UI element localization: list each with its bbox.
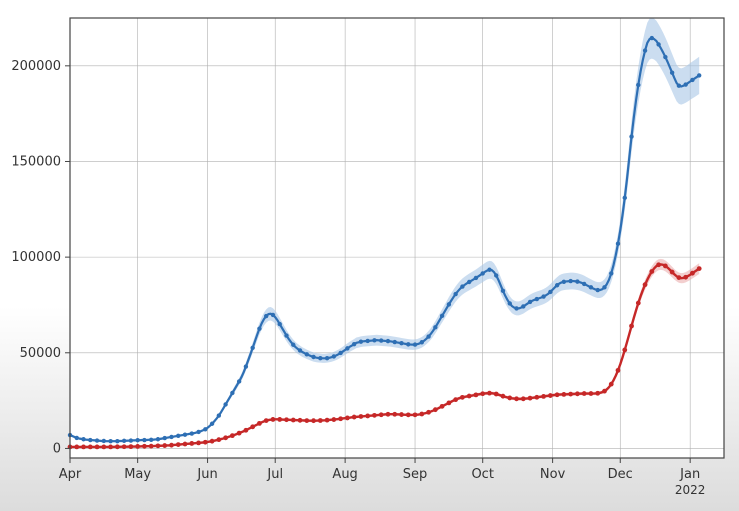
x-tick-label: Oct	[471, 467, 493, 482]
x-tick-label: Jul	[266, 467, 283, 482]
y-tick-label: 50000	[20, 346, 61, 361]
y-tick-label: 100000	[11, 250, 61, 265]
x-tick-label: Jun	[196, 467, 217, 482]
line-chart: 0 50000 100000 150000 200000 Apr May Jun Jul Aug S…	[0, 0, 739, 511]
x-tick-label: Dec	[608, 467, 633, 482]
x-year-label: 2022	[675, 483, 706, 497]
x-tick-label: Aug	[332, 467, 357, 482]
x-tick-label: Apr	[59, 467, 82, 482]
y-tick-label: 150000	[11, 154, 61, 169]
chart-container: 0 50000 100000 150000 200000 Apr May Jun Jul Aug S…	[0, 0, 739, 511]
x-tick-label: Nov	[540, 467, 566, 482]
x-tick-label: Sep	[403, 467, 428, 482]
x-tick-label: May	[124, 467, 151, 482]
y-tick-label: 200000	[11, 59, 61, 74]
y-tick-label: 0	[53, 441, 61, 456]
x-tick-label: Jan	[679, 467, 700, 482]
